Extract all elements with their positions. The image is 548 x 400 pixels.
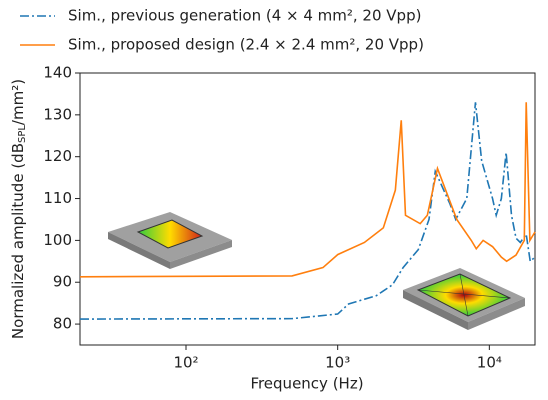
y-axis-label: Normalized amplitude (dBSPL/mm²): [9, 79, 29, 339]
y-tick-label: 110: [43, 189, 72, 207]
y-tick-label: 100: [43, 231, 72, 249]
y-tick-label: 80: [53, 315, 72, 333]
y-tick-label: 90: [53, 273, 72, 291]
inset-large-chip: [403, 268, 525, 330]
inset-small-chip: [108, 212, 232, 269]
y-label-subscript: SPL: [17, 125, 28, 143]
y-tick-label: 140: [43, 64, 72, 82]
x-axis-label: Frequency (Hz): [250, 375, 363, 393]
y-label-part: Normalized amplitude (dB: [9, 143, 27, 339]
chart: Frequency (Hz) Normalized amplitude (dBS…: [0, 0, 548, 396]
x-tick-label: 10³: [325, 354, 350, 372]
legend-label: Sim., proposed design (2.4 × 2.4 mm², 20…: [68, 36, 424, 54]
legend-label: Sim., previous generation (4 × 4 mm², 20…: [68, 7, 421, 25]
x-tick-label: 10⁴: [477, 354, 502, 372]
y-label-part: /mm²): [9, 79, 27, 125]
y-tick-label: 120: [43, 147, 72, 165]
y-tick-label: 130: [43, 105, 72, 123]
x-tick-label: 10²: [173, 354, 198, 372]
